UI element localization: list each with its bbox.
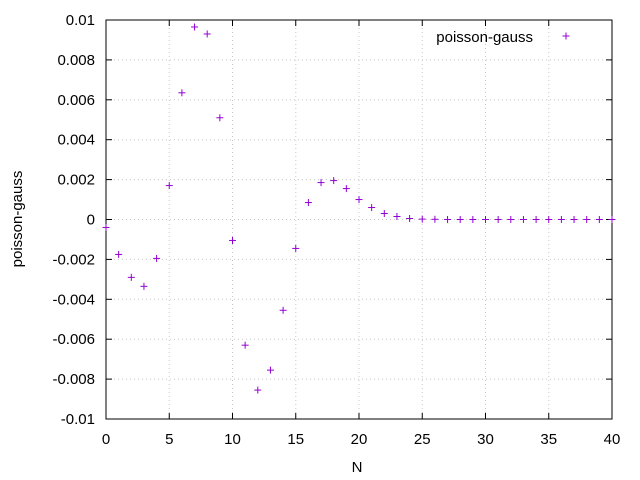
data-point (266, 366, 274, 374)
data-point (216, 114, 224, 122)
data-point (444, 216, 452, 223)
data-point (519, 216, 527, 223)
y-tick-label: -0.006 (52, 331, 95, 348)
y-tick-label: -0.002 (52, 251, 95, 268)
data-point (570, 216, 578, 223)
y-tick-label: 0.006 (57, 92, 95, 109)
data-point (127, 273, 135, 281)
x-tick-label: 25 (414, 431, 431, 448)
data-point (203, 30, 211, 38)
data-point (583, 216, 591, 223)
data-point (469, 216, 477, 223)
data-point (102, 223, 110, 231)
data-point (494, 216, 502, 223)
y-tick-label: 0.008 (57, 52, 95, 69)
data-point (254, 386, 262, 394)
data-point (418, 215, 426, 223)
legend-label: poisson-gauss (436, 29, 533, 46)
x-axis-label: N (352, 459, 363, 476)
data-point (140, 282, 148, 290)
x-tick-label: 30 (477, 431, 494, 448)
y-tick-label: 0.004 (57, 132, 95, 149)
y-tick-label: 0 (87, 212, 95, 229)
x-tick-label: 5 (165, 431, 173, 448)
legend-plus-marker (562, 32, 570, 40)
axis-ticks: 0 5 10 15 20 25 30 35 40 -0.01 -0.008 -0.006 -0.004 -… (52, 12, 620, 448)
data-point (304, 199, 312, 207)
data-point (608, 216, 616, 223)
data-point (406, 215, 414, 223)
data-point (178, 89, 186, 97)
data-point (532, 216, 540, 223)
data-points (102, 23, 616, 394)
data-point (557, 216, 565, 223)
data-point (482, 216, 489, 223)
data-point (292, 244, 300, 252)
data-point (115, 250, 123, 258)
x-tick-label: 0 (102, 431, 110, 448)
x-tick-label: 40 (604, 431, 621, 448)
data-point (456, 216, 464, 223)
y-axis-label: poisson-gauss (9, 171, 26, 268)
data-point (241, 341, 249, 349)
data-point (342, 185, 350, 193)
data-point (507, 216, 515, 223)
data-point (393, 213, 401, 221)
data-point (317, 179, 325, 187)
data-point (545, 216, 553, 223)
y-tick-label: 0.002 (57, 172, 95, 189)
data-point (153, 254, 161, 262)
data-point (229, 236, 236, 244)
data-point (595, 216, 603, 223)
data-point (165, 182, 173, 190)
y-tick-label: -0.01 (61, 411, 95, 428)
data-point (279, 306, 287, 314)
data-point (330, 177, 338, 185)
legend-marker (562, 32, 570, 40)
data-point (380, 210, 388, 218)
x-tick-label: 10 (224, 431, 241, 448)
data-point (191, 23, 199, 31)
y-tick-label: -0.004 (52, 291, 95, 308)
data-point (355, 196, 363, 204)
grid (106, 20, 612, 419)
y-tick-label: 0.01 (66, 12, 95, 29)
data-point (368, 204, 376, 212)
x-tick-label: 15 (287, 431, 304, 448)
legend: poisson-gauss (436, 29, 570, 46)
x-tick-label: 35 (540, 431, 557, 448)
x-tick-label: 20 (351, 431, 368, 448)
y-tick-label: -0.008 (52, 371, 95, 388)
data-point (431, 215, 439, 223)
